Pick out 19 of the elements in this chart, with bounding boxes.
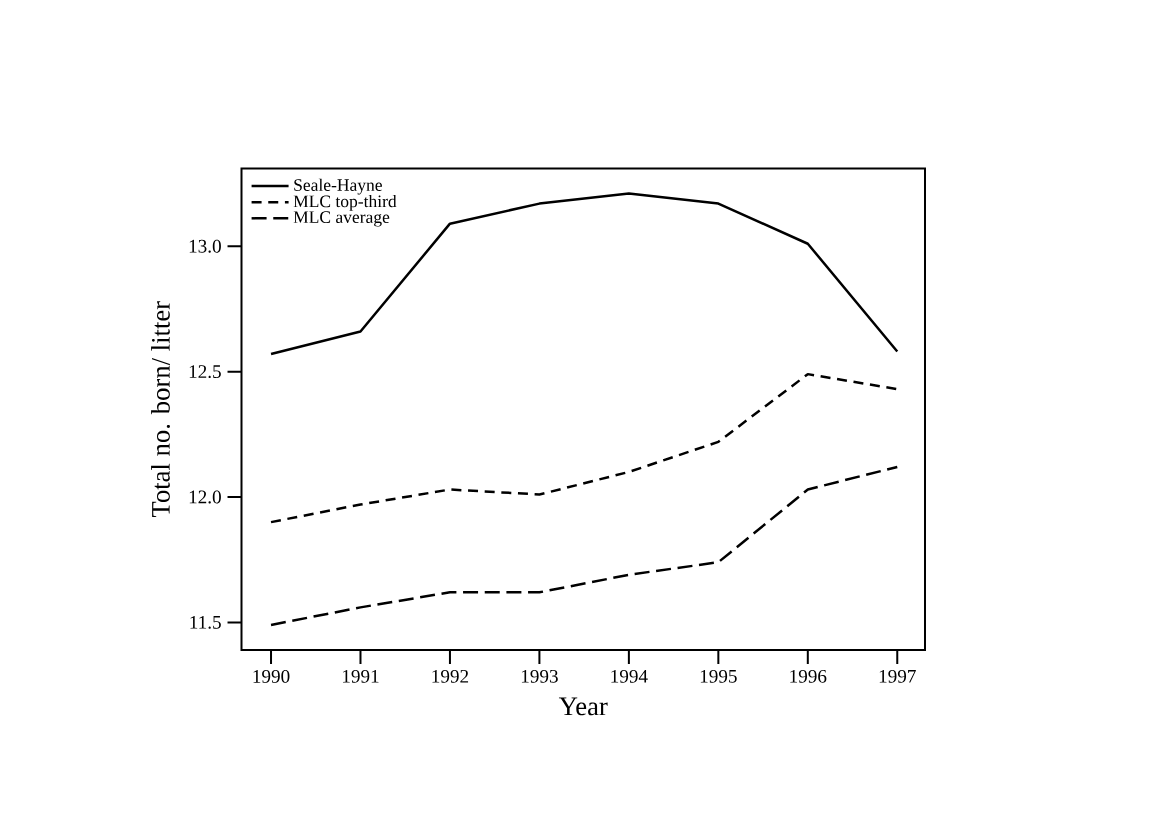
x-tick-label: 1992 xyxy=(432,669,469,683)
y-tick-label: 11.5 xyxy=(190,615,221,629)
legend-label: Seale-Hayne xyxy=(294,178,382,195)
x-tick-label: 1996 xyxy=(790,669,827,683)
y-tick-label: 12.5 xyxy=(189,365,221,379)
y-axis-title: Total no. born/ litter xyxy=(151,301,170,518)
y-tick-label: 13.0 xyxy=(189,239,221,253)
line-series xyxy=(269,465,899,627)
x-tick-label: 1990 xyxy=(253,669,290,683)
x-tick-label: 1994 xyxy=(611,669,648,683)
x-tick-label: 1997 xyxy=(879,669,916,683)
x-axis-title: Year xyxy=(558,697,608,716)
x-tick-label: 1993 xyxy=(521,669,558,683)
legend-label: MLC top-third xyxy=(293,194,397,211)
x-tick-label: 1995 xyxy=(700,669,737,683)
x-tick-label: 1991 xyxy=(343,669,379,683)
legend-label: MLC average xyxy=(293,211,390,227)
line-series xyxy=(269,372,899,524)
y-tick-label: 12.0 xyxy=(189,490,221,504)
